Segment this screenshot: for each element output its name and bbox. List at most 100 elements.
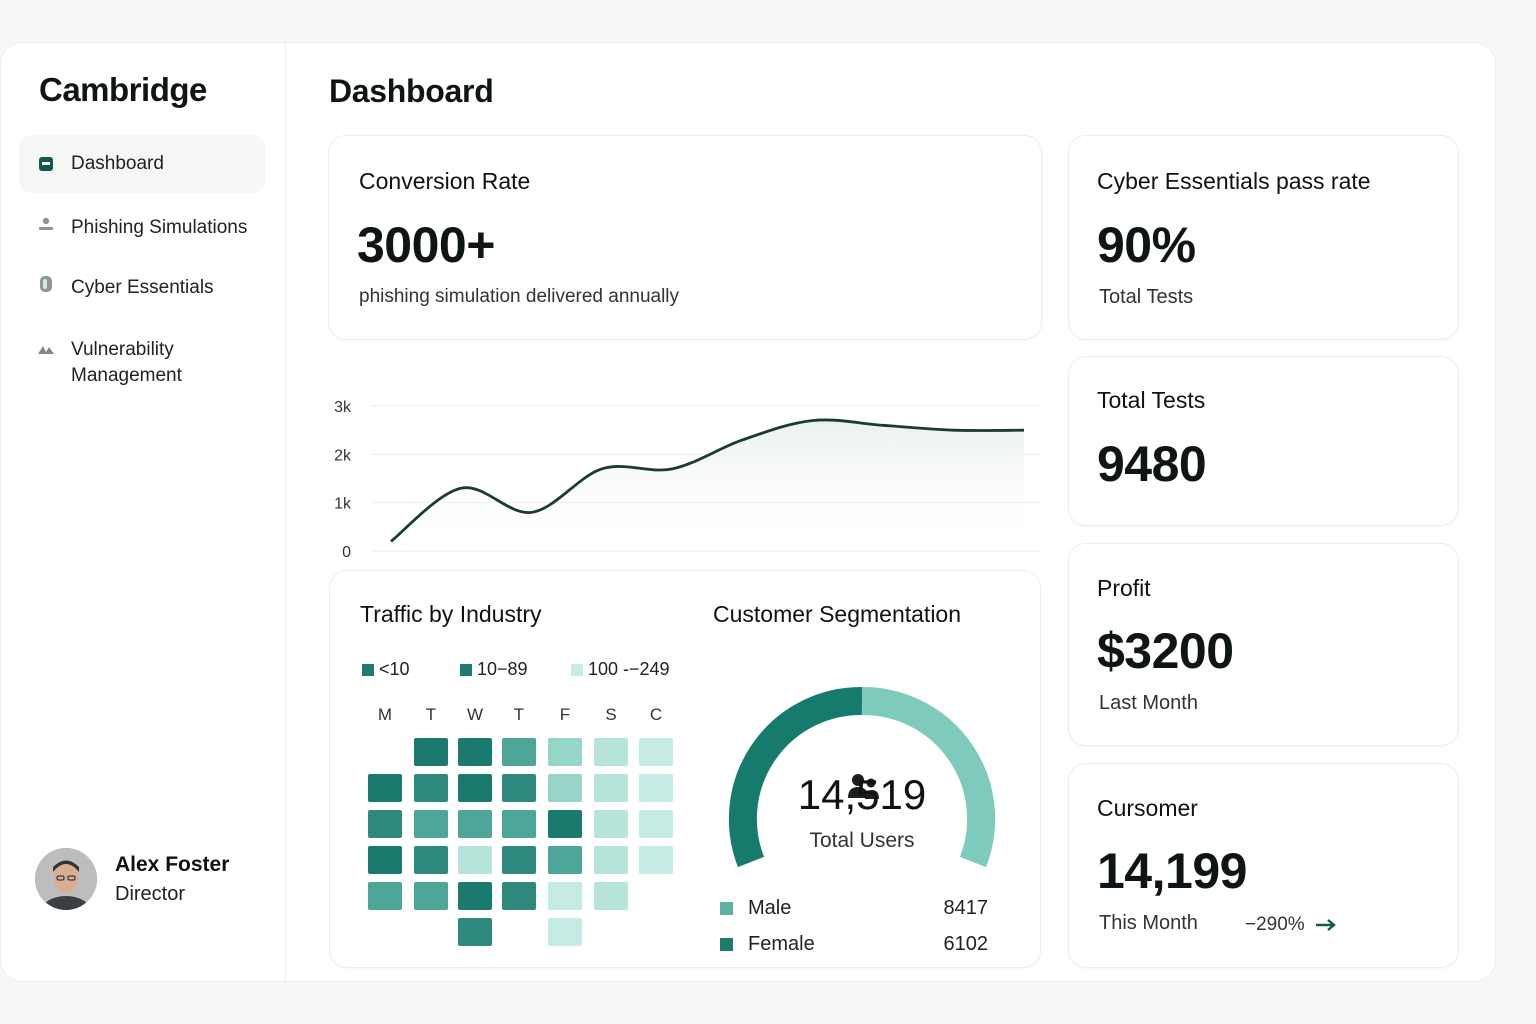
card-title: Cursomer bbox=[1097, 795, 1198, 821]
sidebar-item-cyber-essentials[interactable]: Cyber Essentials bbox=[19, 275, 265, 301]
heatmap-cell[interactable] bbox=[594, 810, 628, 838]
heatmap-cell[interactable] bbox=[502, 810, 536, 838]
users-icon bbox=[848, 774, 879, 799]
line-chart-svg: 01k2k3k03 April10 April17 April bbox=[334, 399, 1041, 588]
user-icon bbox=[37, 215, 55, 233]
total-users-value: 14,519 bbox=[797, 771, 927, 818]
legend-label: 100 -−249 bbox=[588, 659, 670, 679]
app-window: Cambridge Dashboard Phishing Simulations… bbox=[0, 42, 1496, 982]
heatmap-cell[interactable] bbox=[414, 738, 448, 766]
page-title: Dashboard bbox=[329, 73, 494, 109]
heatmap-cell[interactable] bbox=[548, 810, 582, 838]
sidebar-item-label: Vulnerability Management bbox=[71, 339, 182, 386]
heatmap-day-label: T bbox=[513, 705, 525, 724]
card-title: Total Tests bbox=[1097, 387, 1206, 413]
profit-caption: Last Month bbox=[1099, 692, 1198, 714]
heatmap-cell[interactable] bbox=[368, 810, 402, 838]
heatmap-cell[interactable] bbox=[548, 846, 582, 874]
heatmap-cell[interactable] bbox=[639, 846, 673, 874]
total-users-label: Total Users bbox=[809, 829, 915, 852]
legend-female: Female 6102 bbox=[720, 933, 988, 956]
segmentation-gauge bbox=[728, 686, 996, 868]
customer-change: −290% bbox=[1245, 914, 1337, 936]
traffic-title: Traffic by Industry bbox=[360, 601, 542, 627]
male-arc bbox=[728, 686, 863, 868]
y-tick-label: 2k bbox=[334, 447, 352, 464]
heatmap-cell[interactable] bbox=[594, 774, 628, 802]
heatmap-cell[interactable] bbox=[368, 774, 402, 802]
shield-icon bbox=[37, 275, 55, 293]
traffic-segmentation-card: Traffic by Industry <10 10−89 100 -−249 … bbox=[329, 570, 1041, 968]
heatmap-cell[interactable] bbox=[414, 810, 448, 838]
heatmap-day-label: T bbox=[425, 705, 437, 724]
total-tests-value: 9480 bbox=[1097, 436, 1207, 492]
legend-item: 10−89 bbox=[460, 659, 528, 680]
heatmap-cell[interactable] bbox=[639, 810, 673, 838]
legend-label: Male bbox=[748, 897, 792, 919]
legend-swatch bbox=[571, 663, 583, 676]
legend-label: 10−89 bbox=[477, 659, 528, 679]
heatmap-cell[interactable] bbox=[502, 738, 536, 766]
dashboard-icon bbox=[37, 155, 55, 173]
pass-rate-card: Cyber Essentials pass rate 90% Total Tes… bbox=[1068, 135, 1459, 340]
legend-male: Male 8417 bbox=[720, 897, 988, 920]
conversion-value: 3000+ bbox=[357, 217, 495, 273]
segmentation-title: Customer Segmentation bbox=[713, 601, 962, 627]
heatmap-cell[interactable] bbox=[502, 882, 536, 910]
heatmap-cell[interactable] bbox=[368, 882, 402, 910]
arrow-right-icon bbox=[1315, 919, 1336, 931]
heatmap-cell[interactable] bbox=[594, 882, 628, 910]
heatmap-cell[interactable] bbox=[639, 738, 673, 766]
heatmap-cell[interactable] bbox=[594, 846, 628, 874]
card-title: Conversion Rate bbox=[359, 168, 531, 194]
heatmap-cell[interactable] bbox=[548, 738, 582, 766]
heatmap-cell[interactable] bbox=[548, 774, 582, 802]
avatar[interactable] bbox=[35, 848, 97, 910]
heatmap-cell[interactable] bbox=[458, 774, 492, 802]
profit-card: Profit $3200 Last Month bbox=[1068, 543, 1459, 746]
sidebar-item-dashboard[interactable]: Dashboard bbox=[19, 135, 265, 193]
y-tick-label: 0 bbox=[342, 544, 351, 561]
graph-icon bbox=[37, 341, 55, 359]
heatmap-cell[interactable] bbox=[458, 738, 492, 766]
card-title: Profit bbox=[1097, 575, 1151, 601]
brand-logo[interactable]: Cambridge bbox=[39, 71, 207, 108]
series-line[interactable] bbox=[390, 418, 1025, 543]
heatmap-cell[interactable] bbox=[368, 846, 402, 874]
y-tick-label: 3k bbox=[334, 399, 352, 416]
sidebar-item-phishing-simulations[interactable]: Phishing Simulations bbox=[19, 215, 265, 241]
heatmap-cell[interactable] bbox=[502, 846, 536, 874]
heatmap-cell[interactable] bbox=[458, 846, 492, 874]
conversion-caption: phishing simulation delivered annually bbox=[359, 286, 680, 307]
legend-swatch bbox=[460, 663, 472, 676]
legend-item: 100 -−249 bbox=[571, 659, 670, 680]
sidebar-item-label: Dashboard bbox=[71, 153, 164, 174]
legend-label: <10 bbox=[379, 659, 410, 679]
line-chart: 01k2k3k03 April10 April17 April bbox=[321, 343, 1041, 588]
heatmap-cell[interactable] bbox=[414, 846, 448, 874]
heatmap-day-label: W bbox=[466, 705, 484, 724]
heatmap-cell[interactable] bbox=[502, 774, 536, 802]
heatmap-cell[interactable] bbox=[458, 882, 492, 910]
heatmap-cell[interactable] bbox=[594, 738, 628, 766]
heatmap-cell[interactable] bbox=[548, 918, 582, 946]
card-title: Cyber Essentials pass rate bbox=[1097, 168, 1371, 194]
conversion-rate-card: Conversion Rate 3000+ phishing simulatio… bbox=[328, 135, 1042, 340]
heatmap-cell[interactable] bbox=[639, 774, 673, 802]
profit-value: $3200 bbox=[1097, 623, 1234, 679]
y-tick-label: 1k bbox=[334, 496, 352, 513]
heatmap-cell[interactable] bbox=[458, 810, 492, 838]
user-role: Director bbox=[115, 882, 186, 905]
legend-label: Female bbox=[748, 933, 815, 955]
heatmap-cell[interactable] bbox=[548, 882, 582, 910]
total-tests-card: Total Tests 9480 bbox=[1068, 356, 1459, 526]
heatmap-day-label: F bbox=[559, 705, 571, 724]
legend-item: <10 bbox=[362, 659, 410, 680]
heatmap-cell[interactable] bbox=[458, 918, 492, 946]
heatmap-day-label: S bbox=[605, 705, 617, 724]
heatmap-cell[interactable] bbox=[414, 774, 448, 802]
sidebar: Cambridge Dashboard Phishing Simulations… bbox=[1, 43, 286, 981]
user-profile[interactable]: Alex Foster Director bbox=[35, 848, 229, 910]
sidebar-item-vulnerability-management[interactable]: Vulnerability Management bbox=[19, 337, 259, 389]
heatmap-cell[interactable] bbox=[414, 882, 448, 910]
